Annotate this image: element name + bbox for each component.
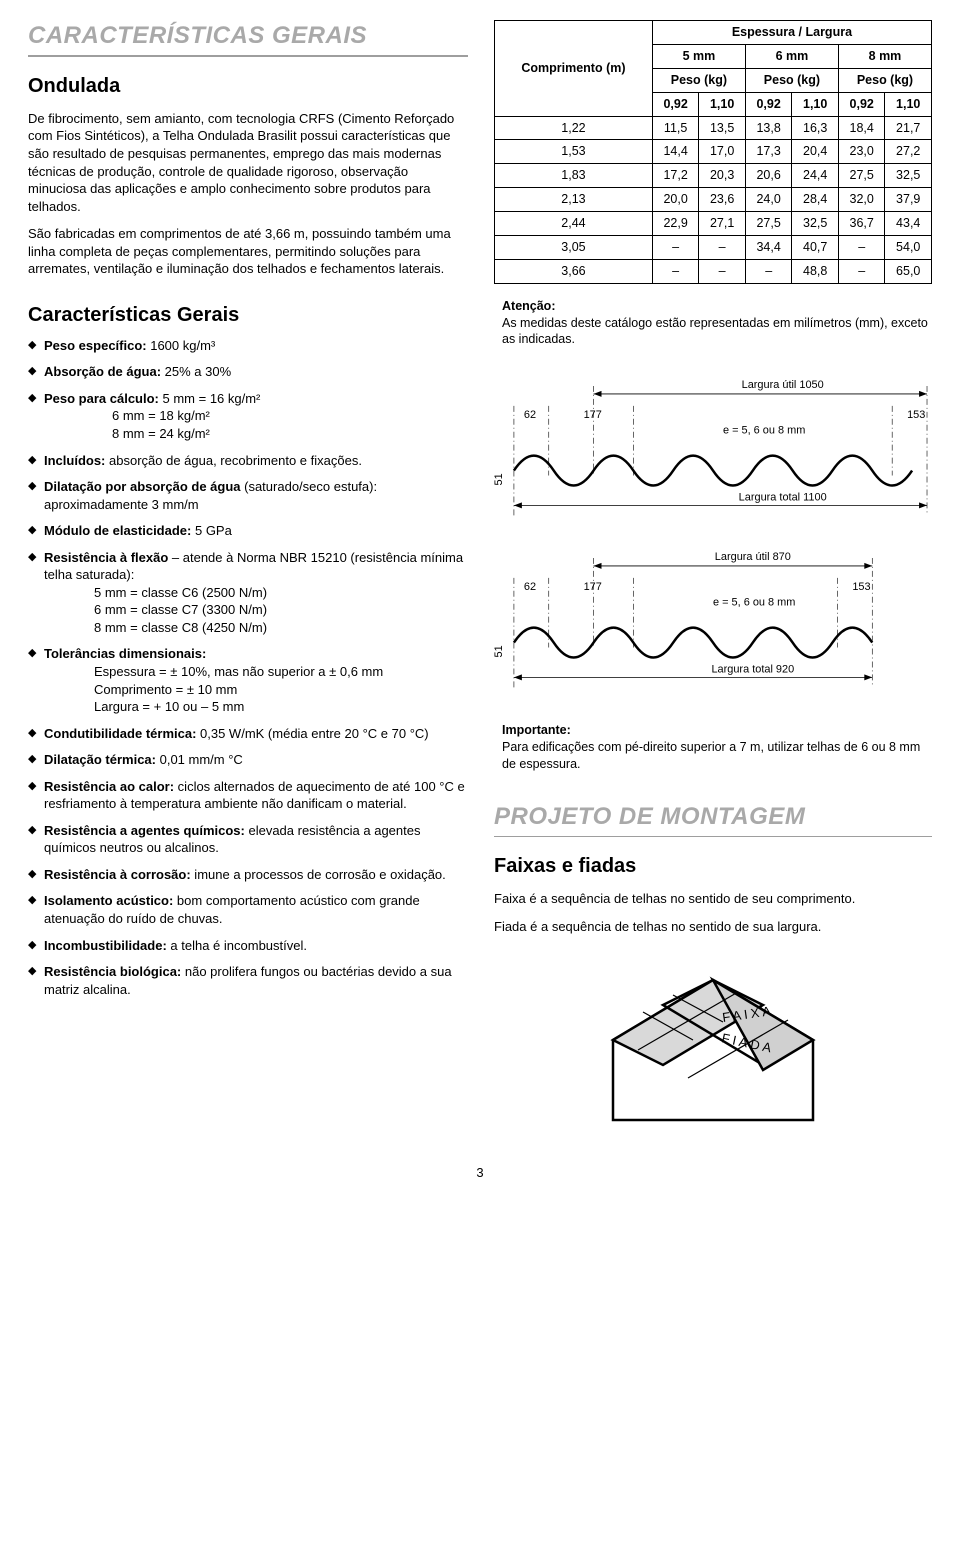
bullet-peso-especifico: Peso específico: 1600 kg/m³ bbox=[28, 337, 468, 355]
svg-text:e = 5, 6 ou 8 mm: e = 5, 6 ou 8 mm bbox=[723, 425, 805, 437]
intro-para-2: São fabricadas em comprimentos de até 3,… bbox=[28, 225, 468, 278]
svg-text:153: 153 bbox=[907, 409, 925, 421]
subheading-ondulada: Ondulada bbox=[28, 73, 468, 100]
atencao-note: Atenção: As medidas deste catálogo estão… bbox=[502, 298, 932, 349]
bullet-resistencia-flexao: Resistência à flexão – atende à Norma NB… bbox=[28, 549, 468, 637]
th-width: 1,10 bbox=[885, 92, 932, 116]
subheading-faixas: Faixas e fiadas bbox=[494, 853, 932, 880]
table-row: 3,66–––48,8–65,0 bbox=[495, 259, 932, 283]
svg-text:Largura total 1100: Largura total 1100 bbox=[739, 492, 827, 504]
profile-diagram-1: Largura útil 1050 62 177 153 e = 5, 6 ou… bbox=[494, 376, 932, 525]
bullet-resistencia-corrosao: Resistência à corrosão: imune a processo… bbox=[28, 866, 468, 884]
th-width: 0,92 bbox=[838, 92, 885, 116]
bullet-resistencia-quimicos: Resistência a agentes químicos: elevada … bbox=[28, 822, 468, 857]
th-espessura: Espessura / Largura bbox=[652, 21, 931, 45]
svg-text:51: 51 bbox=[494, 645, 505, 657]
bullet-condutibilidade: Condutibilidade térmica: 0,35 W/mK (médi… bbox=[28, 725, 468, 743]
bullet-incluidos: Incluídos: absorção de água, recobriment… bbox=[28, 452, 468, 470]
profile-diagram-2: Largura útil 870 62 177 153 e = 5, 6 ou … bbox=[494, 548, 932, 697]
bullet-resistencia-biologica: Resistência biológica: não prolifera fun… bbox=[28, 963, 468, 998]
table-row: 3,05––34,440,7–54,0 bbox=[495, 235, 932, 259]
bullet-absorcao: Absorção de água: 25% a 30% bbox=[28, 363, 468, 381]
bullet-modulo: Módulo de elasticidade: 5 GPa bbox=[28, 522, 468, 540]
bullet-peso-calculo: Peso para cálculo: 5 mm = 16 kg/m² 6 mm … bbox=[28, 390, 468, 443]
bullet-tolerancias: Tolerâncias dimensionais: Espessura = ± … bbox=[28, 645, 468, 715]
svg-text:e = 5, 6 ou 8 mm: e = 5, 6 ou 8 mm bbox=[713, 597, 795, 609]
divider bbox=[28, 55, 468, 57]
page-number: 3 bbox=[28, 1164, 932, 1182]
intro-para-1: De fibrocimento, sem amianto, com tecnol… bbox=[28, 110, 468, 215]
svg-text:153: 153 bbox=[852, 581, 870, 593]
table-row: 2,4422,927,127,532,536,743,4 bbox=[495, 212, 932, 236]
subheading-caracteristicas: Características Gerais bbox=[28, 302, 468, 329]
bullet-dilatacao-agua: Dilatação por absorção de água (saturado… bbox=[28, 478, 468, 513]
bullet-resistencia-calor: Resistência ao calor: ciclos alternados … bbox=[28, 778, 468, 813]
bullet-isolamento: Isolamento acústico: bom comportamento a… bbox=[28, 892, 468, 927]
svg-text:62: 62 bbox=[524, 409, 536, 421]
svg-text:51: 51 bbox=[494, 474, 505, 486]
th-width: 1,10 bbox=[792, 92, 839, 116]
svg-text:62: 62 bbox=[524, 581, 536, 593]
th-width: 1,10 bbox=[699, 92, 746, 116]
svg-text:Largura total 920: Largura total 920 bbox=[711, 664, 794, 676]
bullet-incombustibilidade: Incombustibilidade: a telha é incombustí… bbox=[28, 937, 468, 955]
divider bbox=[494, 836, 932, 838]
svg-text:177: 177 bbox=[584, 581, 602, 593]
svg-text:177: 177 bbox=[584, 409, 602, 421]
section-heading: CARACTERÍSTICAS GERAIS bbox=[28, 20, 468, 52]
table-row: 1,5314,417,017,320,423,027,2 bbox=[495, 140, 932, 164]
table-row: 2,1320,023,624,028,432,037,9 bbox=[495, 188, 932, 212]
th-comprimento: Comprimento (m) bbox=[495, 21, 653, 117]
section-heading-projeto: PROJETO DE MONTAGEM bbox=[494, 801, 932, 833]
table-row: 1,2211,513,513,816,318,421,7 bbox=[495, 116, 932, 140]
svg-text:Largura útil 1050: Largura útil 1050 bbox=[742, 379, 824, 391]
fiada-def: Fiada é a sequência de telhas no sentido… bbox=[494, 918, 932, 936]
svg-text:Largura útil 870: Largura útil 870 bbox=[715, 551, 791, 563]
bullet-dilatacao-termica: Dilatação térmica: 0,01 mm/m °C bbox=[28, 751, 468, 769]
table-row: 1,8317,220,320,624,427,532,5 bbox=[495, 164, 932, 188]
house-diagram: FAIXA FIADA bbox=[583, 950, 843, 1140]
th-width: 0,92 bbox=[652, 92, 699, 116]
faixa-def: Faixa é a sequência de telhas no sentido… bbox=[494, 890, 932, 908]
th-width: 0,92 bbox=[745, 92, 792, 116]
importante-note: Importante: Para edificações com pé-dire… bbox=[502, 722, 932, 773]
weight-table: Comprimento (m) Espessura / Largura 5 mm… bbox=[494, 20, 932, 284]
